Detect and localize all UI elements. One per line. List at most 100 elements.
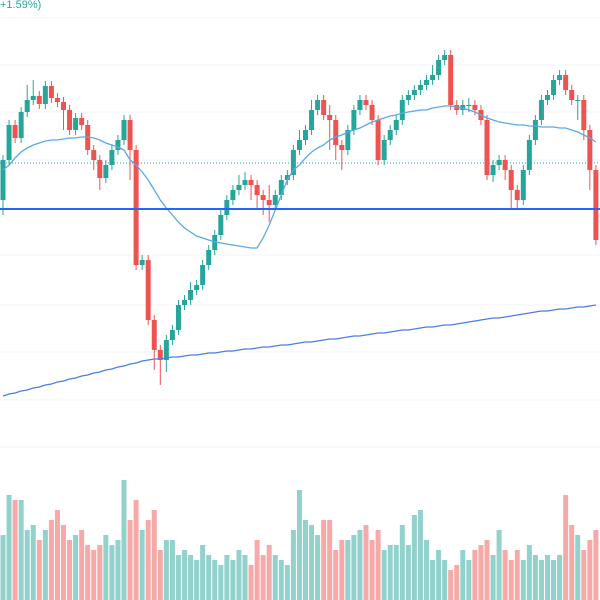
volume-bar xyxy=(569,525,575,600)
volume-bar xyxy=(266,545,272,600)
volume-bar xyxy=(514,550,520,600)
volume-bar xyxy=(490,555,496,600)
volume-bar xyxy=(327,520,333,600)
candle-body xyxy=(296,140,302,150)
volume-bar xyxy=(18,500,24,600)
volume-bar xyxy=(472,550,478,600)
candle-body xyxy=(303,130,308,140)
candle-body xyxy=(490,165,496,175)
volume-bar xyxy=(67,540,73,600)
volume-bar xyxy=(115,540,121,600)
candle-body xyxy=(284,175,290,180)
volume-bar xyxy=(206,555,212,600)
volume-bar xyxy=(393,545,399,600)
volume-bar xyxy=(411,515,417,600)
volume-bar xyxy=(405,545,411,600)
candle-body xyxy=(139,260,145,265)
volume-bar xyxy=(430,560,436,600)
candle-body xyxy=(514,190,520,200)
volume-bar xyxy=(224,555,230,600)
volume-bar xyxy=(551,560,557,600)
candle-body xyxy=(405,95,411,100)
candle-body xyxy=(351,110,357,130)
volume-bar xyxy=(121,480,127,600)
candle-body xyxy=(551,80,557,95)
volume-bar xyxy=(478,545,484,600)
volume-bar xyxy=(79,530,85,600)
candle-body xyxy=(393,120,399,130)
candle-body xyxy=(109,150,115,165)
volume-bar xyxy=(133,500,139,600)
volume-bar xyxy=(424,540,429,600)
candle-body xyxy=(484,120,490,175)
candle-body xyxy=(272,195,278,205)
volume-bar xyxy=(448,570,454,600)
volume-bar xyxy=(466,560,472,600)
candle-body xyxy=(557,75,563,80)
candle-body xyxy=(175,305,181,330)
candle-body xyxy=(61,102,66,110)
moving-average xyxy=(2,304,597,397)
candle-body xyxy=(496,160,502,165)
candle-body xyxy=(48,86,54,98)
candle-body xyxy=(151,320,157,350)
volume-bar xyxy=(91,550,97,600)
candle-body xyxy=(339,145,345,150)
candle-body xyxy=(218,215,224,235)
candle-body xyxy=(309,110,315,130)
volume-bar xyxy=(254,540,260,600)
volume-bar xyxy=(290,530,296,600)
volume-bar xyxy=(321,520,327,600)
candle-body xyxy=(327,115,333,120)
candle-body xyxy=(363,100,369,105)
candle-body xyxy=(182,300,187,305)
candle-body xyxy=(417,85,423,90)
volume-bar xyxy=(284,565,290,600)
candle-body xyxy=(248,180,254,185)
volume-bar xyxy=(496,530,502,600)
volume-bar xyxy=(236,550,242,600)
volume-bar xyxy=(61,525,66,600)
volume-bar xyxy=(242,555,248,600)
volume-bar xyxy=(381,550,387,600)
volume-bar xyxy=(248,565,254,600)
volume-bar xyxy=(6,495,12,600)
volume-bar xyxy=(103,535,109,600)
volume-bar xyxy=(399,525,405,600)
candle-body xyxy=(569,90,575,100)
volume-bar xyxy=(218,565,224,600)
candle-body xyxy=(538,100,544,120)
volume-bar xyxy=(151,510,157,600)
candle-body xyxy=(502,160,508,170)
candle-body xyxy=(345,130,351,150)
volume-bar xyxy=(538,560,544,600)
volume-bar xyxy=(97,545,103,600)
candle-body xyxy=(133,150,139,265)
volume-bar xyxy=(442,560,448,600)
candle-body xyxy=(399,100,405,120)
volume-bar xyxy=(157,550,163,600)
candle-body xyxy=(520,170,526,200)
volume-bar xyxy=(182,550,187,600)
candle-body xyxy=(587,130,593,170)
candle-body xyxy=(472,105,478,110)
volume-bar xyxy=(175,555,181,600)
volume-bar xyxy=(333,550,339,600)
candle-body xyxy=(375,120,381,160)
candle-body xyxy=(6,125,12,160)
volume-bar xyxy=(363,525,369,600)
candle-body xyxy=(387,130,393,140)
volume-bar xyxy=(484,540,490,600)
candle-body xyxy=(436,60,442,75)
candle-body xyxy=(0,160,6,200)
volume-bar xyxy=(36,540,42,600)
candle-body xyxy=(242,180,248,185)
volume-bar xyxy=(296,490,302,600)
candle-body xyxy=(12,125,18,138)
volume-bar xyxy=(526,545,532,600)
candle-body xyxy=(169,330,175,340)
volume-bar xyxy=(563,495,569,600)
candle-body xyxy=(73,118,79,130)
volume-bar xyxy=(345,540,351,600)
volume-bar xyxy=(48,520,54,600)
